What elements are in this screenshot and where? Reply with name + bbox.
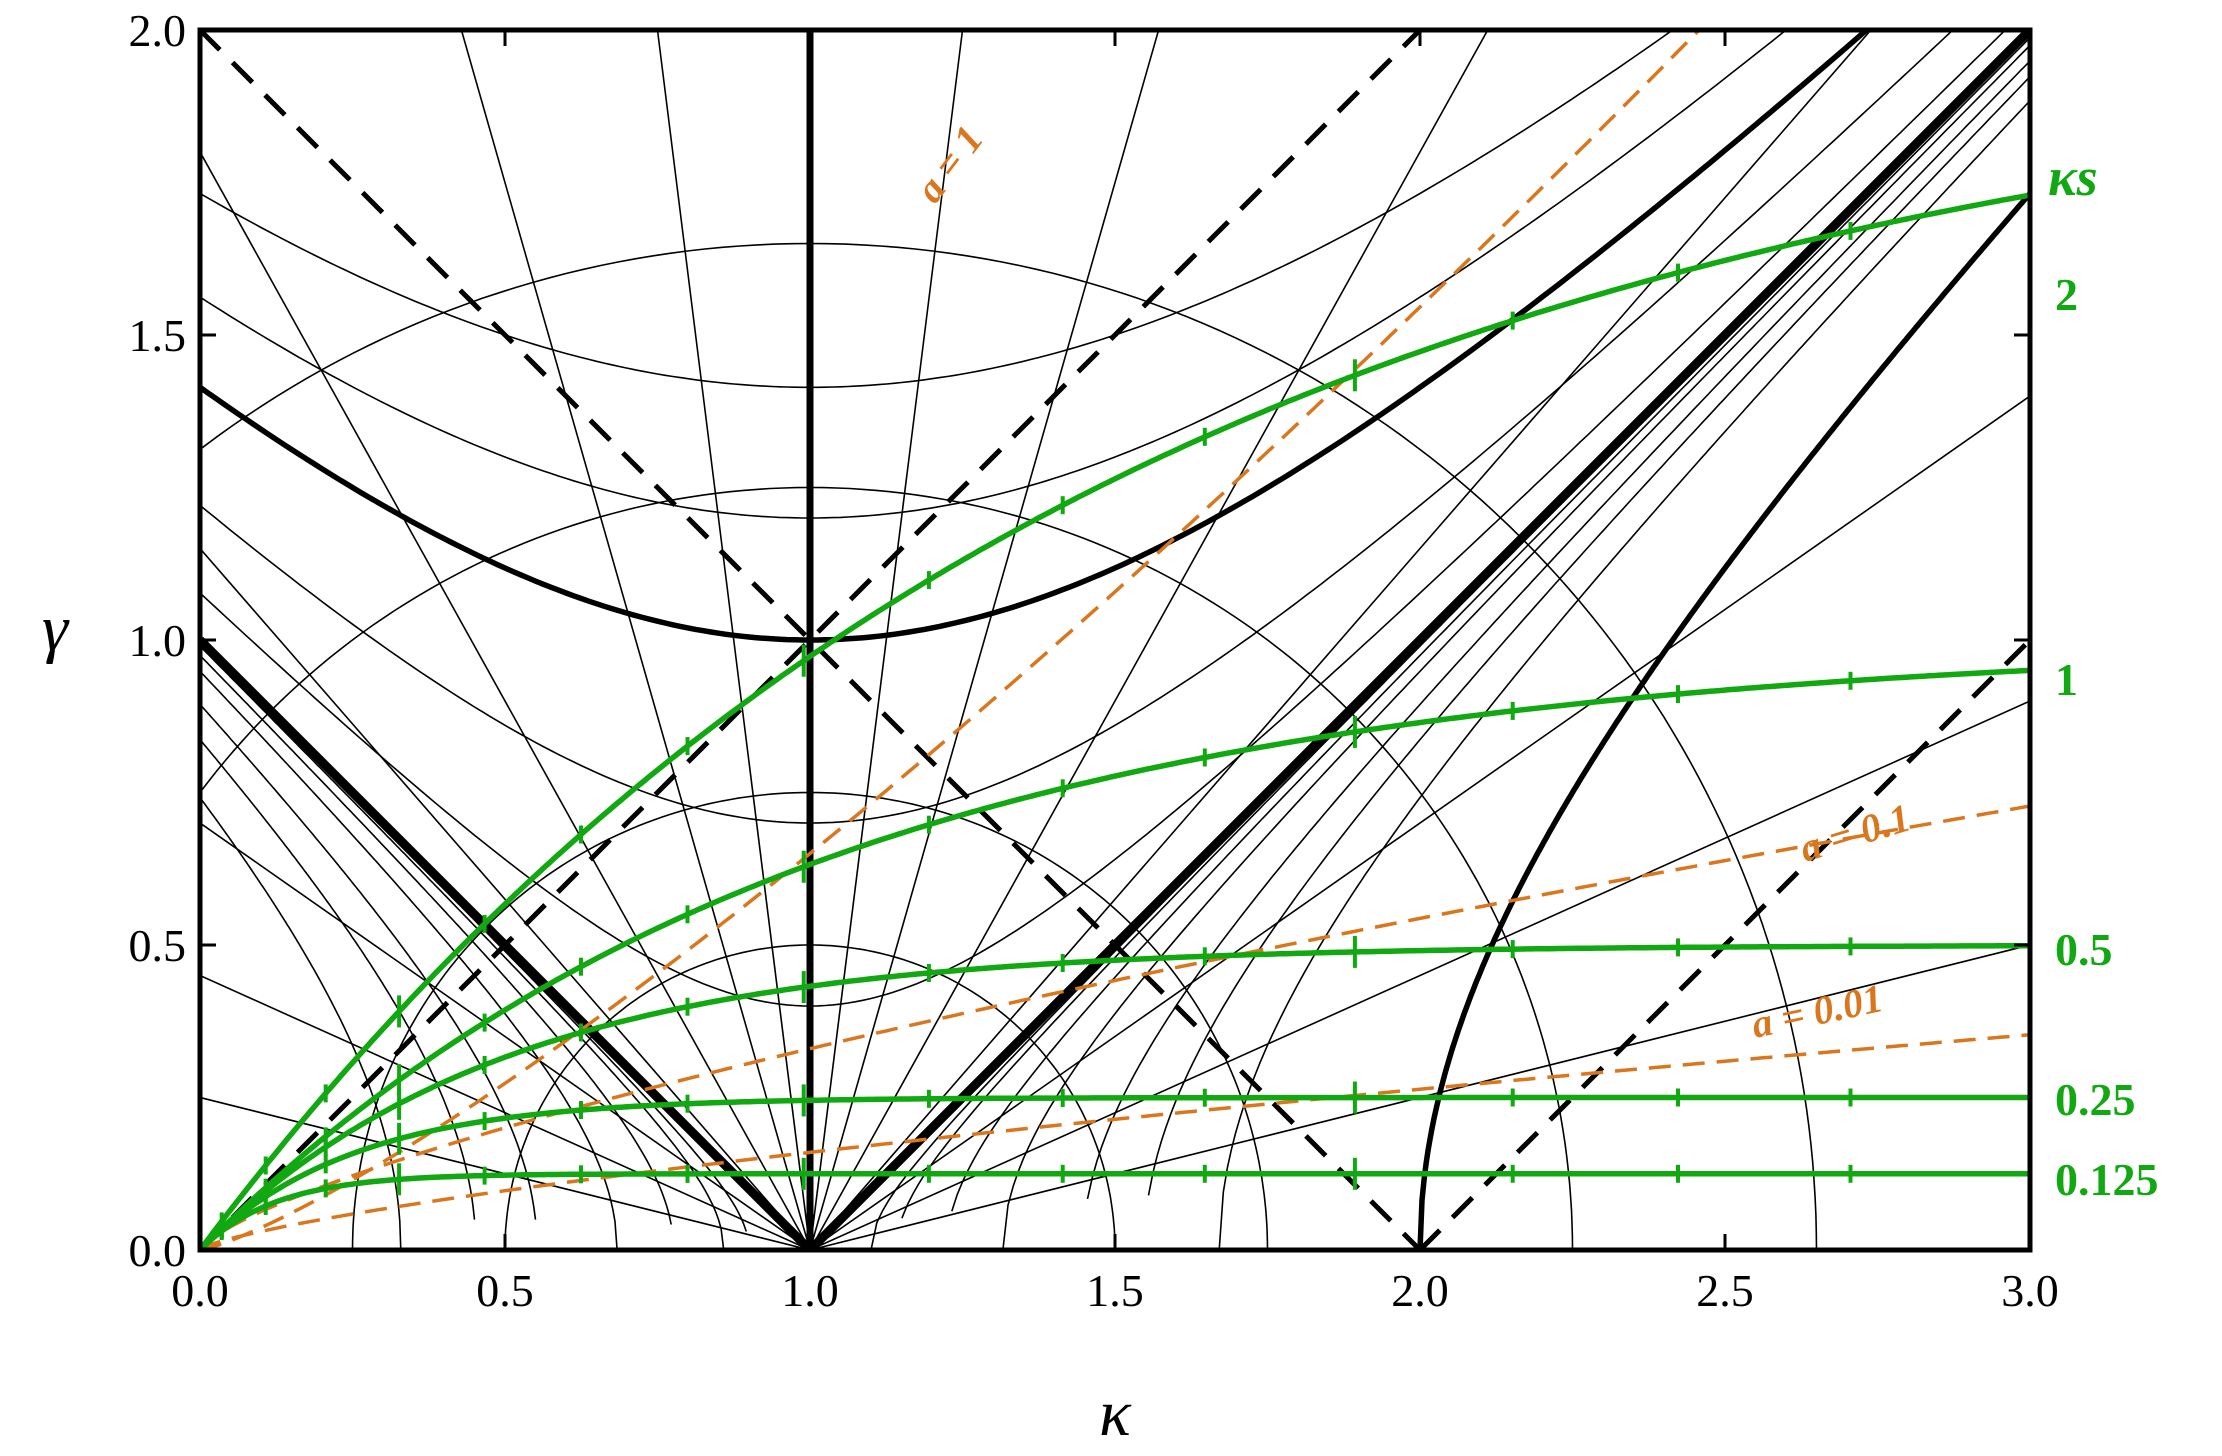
ray-right-0 [809, 944, 2030, 1250]
x-tick-label-0: 0.0 [171, 1265, 229, 1316]
y-axis-title: γ [42, 592, 70, 665]
y-tick-label-3: 1.5 [129, 310, 187, 361]
x-axis-title: κ [1099, 1377, 1132, 1450]
hyperbola-curve-0 [200, 30, 2007, 1007]
ray-left-6 [656, 30, 811, 1250]
kappa-s-label-0.25: 0.25 [2055, 1074, 2136, 1125]
kappa-s-curve-0.5 [200, 943, 2030, 1250]
a-label-1: a = 1 [906, 117, 992, 210]
kappa-s-curves [200, 179, 2030, 1250]
bold-hyperbola [200, 30, 1871, 643]
ray-right-3 [809, 30, 1872, 1250]
saddle-curve-right-5 [1147, 76, 2030, 1196]
x-tick-label-1: 0.5 [476, 1265, 534, 1316]
dashed-diagonal-down-upper [200, 30, 1422, 1250]
ray-left-2 [200, 822, 811, 1250]
bold-saddle-curve [1417, 191, 2030, 1250]
kappa-s-title: κs [2048, 147, 2098, 207]
saddle-curve-left-4 [200, 703, 537, 1220]
hyperbola-curve-4 [200, 30, 1674, 389]
saddle-curve-left-5 [200, 739, 476, 1220]
x-tick-label-3: 1.5 [1086, 1265, 1144, 1316]
kappa-s-curve-2 [200, 192, 2030, 1250]
bold-diagonal-right [806, 30, 2030, 1250]
hyperbola-curve-2 [200, 30, 1868, 641]
ray-left-5 [460, 30, 811, 1250]
a-curve-0.1 [200, 804, 2030, 1250]
ray-right-4 [809, 30, 1489, 1250]
background-curves [200, 30, 2030, 1250]
axis-ticks: 0.0 0.5 1.0 1.5 2.0 2.5 3.0 0.0 0.5 1.0 1.5 2.0 [129, 5, 2059, 1316]
ray-right-1 [809, 700, 2030, 1250]
bold-curves [200, 30, 2030, 1250]
dashed-diagonal-up-lower [200, 30, 1422, 1250]
saddle-curve-left-2 [200, 654, 672, 1225]
hyperbola-curve-3 [200, 30, 1788, 519]
x-tick-label-6: 3.0 [2001, 1265, 2059, 1316]
saddle-curve-right-4 [1086, 60, 2030, 1200]
x-tick-label-2: 1.0 [781, 1265, 839, 1316]
kappa-s-curve-0.25 [200, 1094, 2030, 1250]
a-label-0.1: a = 0.1 [1794, 795, 1915, 871]
ray-left-3 [200, 547, 811, 1250]
saddle-curve-right-6 [1218, 100, 2030, 1250]
a-curves [200, 30, 2030, 1250]
ray-left-0 [200, 1096, 811, 1250]
saddle-curve-right-2 [951, 37, 2030, 1212]
ray-right-6 [809, 30, 964, 1250]
y-tick-label-2: 1.0 [129, 615, 187, 666]
saddle-curve-left-3 [200, 670, 618, 1250]
hyperbola-curve-1 [200, 30, 1955, 824]
x-tick-label-4: 2.0 [1391, 1265, 1449, 1316]
kappa-s-curve-1 [200, 667, 2030, 1250]
y-tick-label-0: 0.0 [129, 1225, 187, 1276]
ray-left-1 [200, 974, 811, 1250]
a-label-0.01: a = 0.01 [1748, 975, 1887, 1047]
y-tick-label-1: 0.5 [129, 920, 187, 971]
kappa-s-label-0.125: 0.125 [2055, 1154, 2159, 1205]
ray-right-2 [809, 395, 2030, 1250]
kappa-s-label-0.5: 0.5 [2055, 924, 2113, 975]
saddle-curve-right-3 [1002, 44, 2030, 1250]
ray-right-5 [809, 30, 1160, 1250]
saddle-curve-right-0 [870, 30, 2030, 1250]
x-tick-label-5: 2.5 [1696, 1265, 1754, 1316]
y-tick-label-4: 2.0 [129, 5, 187, 56]
kappa-s-label-1: 1 [2055, 654, 2078, 705]
a-curve-1 [200, 30, 1702, 1250]
kappa-s-label-2: 2 [2055, 269, 2078, 320]
kappa-s-curve-0.125 [200, 1171, 2030, 1250]
ray-left-4 [200, 150, 811, 1250]
saddle-curve-right-1 [901, 32, 2030, 1219]
a-curve-0.01 [200, 1032, 2030, 1250]
saddle-curve-left-1 [200, 645, 725, 1250]
